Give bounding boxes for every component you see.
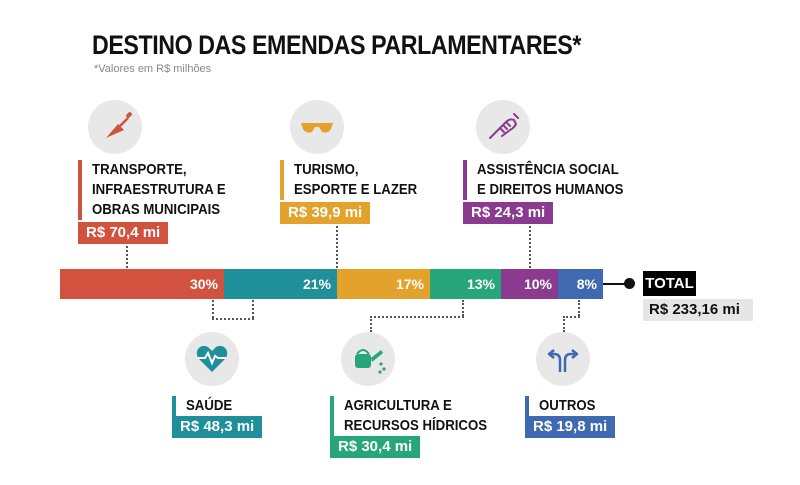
connector-outros-v2 bbox=[563, 316, 565, 332]
connector-saude-v1 bbox=[212, 300, 214, 318]
direction-arrows-icon bbox=[536, 332, 590, 386]
connector-agricultura-v2 bbox=[370, 316, 372, 332]
connector-saude-h bbox=[212, 318, 254, 320]
bar-label-agricultura: 13% bbox=[466, 276, 495, 292]
bar-segment-turismo bbox=[337, 269, 430, 299]
segment-value-transporte: R$ 70,4 mi bbox=[78, 222, 169, 244]
segment-value-outros: R$ 19,8 mi bbox=[525, 416, 616, 438]
watering-can-icon bbox=[341, 332, 395, 386]
connector-saude-v2 bbox=[252, 300, 254, 318]
bar-segment-transporte bbox=[60, 269, 224, 299]
connector-turismo bbox=[336, 226, 338, 268]
total-connector-dot bbox=[624, 278, 635, 289]
bar-segment-outros bbox=[558, 269, 603, 299]
connector-outros-h bbox=[563, 316, 580, 318]
chart-title: DESTINO DAS EMENDAS PARLAMENTARES* bbox=[92, 30, 581, 60]
chart-subtitle: *Valores em R$ milhões bbox=[94, 63, 212, 75]
connector-transporte bbox=[126, 246, 128, 268]
bar-segment-assistencia bbox=[501, 269, 558, 299]
bar-label-assistencia: 10% bbox=[523, 276, 552, 292]
total-connector-line bbox=[603, 283, 628, 285]
segment-label-saude: SAÚDE bbox=[172, 396, 239, 416]
connector-outros-v1 bbox=[578, 300, 580, 316]
bar-segment-agricultura bbox=[430, 269, 501, 299]
bar-segment-saude bbox=[224, 269, 337, 299]
heart-pulse-icon bbox=[185, 332, 239, 386]
segment-value-agricultura: R$ 30,4 mi bbox=[330, 436, 421, 458]
connector-assistencia bbox=[529, 226, 531, 268]
handshake-icon bbox=[476, 100, 530, 154]
bar-label-transporte: 30% bbox=[189, 276, 218, 292]
total-value: R$ 233,16 mi bbox=[643, 299, 753, 321]
segment-label-assistencia: ASSISTÊNCIA SOCIAL E DIREITOS HUMANOS bbox=[463, 160, 643, 200]
segment-label-outros: OUTROS bbox=[525, 396, 603, 416]
connector-agricultura-h bbox=[370, 316, 464, 318]
bar-label-saude: 21% bbox=[302, 276, 331, 292]
trowel-icon bbox=[88, 100, 142, 154]
total-label: TOTAL bbox=[643, 271, 696, 296]
bar-label-outros: 8% bbox=[576, 276, 597, 292]
segment-value-saude: R$ 48,3 mi bbox=[172, 416, 263, 438]
connector-agricultura-v1 bbox=[462, 300, 464, 316]
segment-label-transporte: TRANSPORTE, INFRAESTRUTURA E OBRAS MUNIC… bbox=[78, 160, 244, 220]
segment-value-turismo: R$ 39,9 mi bbox=[280, 202, 371, 224]
segment-value-assistencia: R$ 24,3 mi bbox=[463, 202, 554, 224]
segment-label-turismo: TURISMO, ESPORTE E LAZER bbox=[280, 160, 434, 200]
segment-label-agricultura: AGRICULTURA E RECURSOS HÍDRICOS bbox=[330, 396, 507, 436]
sunglasses-icon bbox=[290, 100, 344, 154]
bar-label-turismo: 17% bbox=[395, 276, 424, 292]
